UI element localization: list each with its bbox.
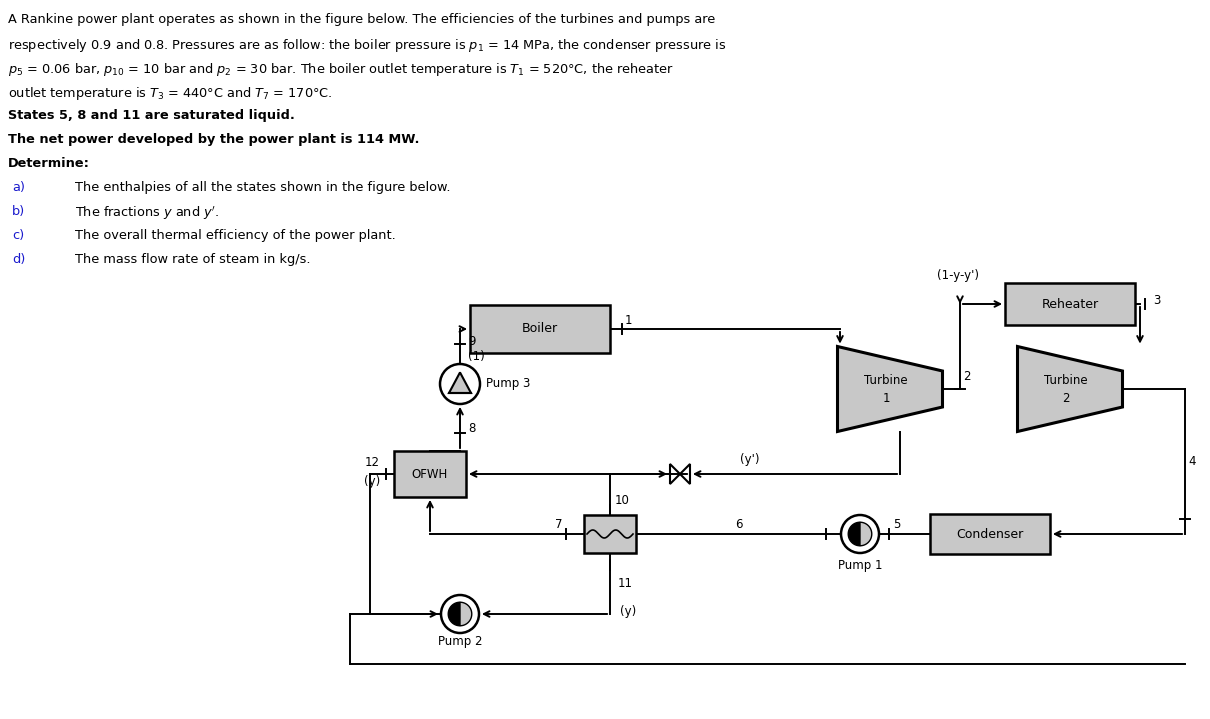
Text: outlet temperature is $\it{T}_3$ = 440°C and $\it{T}_7$ = 170°C.: outlet temperature is $\it{T}_3$ = 440°C…	[8, 85, 333, 102]
Polygon shape	[449, 372, 471, 393]
Text: The fractions $y$ and $y'$.: The fractions $y$ and $y'$.	[75, 205, 219, 222]
Polygon shape	[848, 522, 860, 546]
Text: Turbine: Turbine	[1044, 375, 1088, 388]
Text: Pump 3: Pump 3	[486, 377, 530, 390]
Polygon shape	[460, 603, 472, 626]
Text: 3: 3	[1153, 295, 1160, 308]
Text: 5: 5	[893, 518, 900, 531]
Text: Pump 2: Pump 2	[438, 636, 483, 649]
Text: 4: 4	[1188, 455, 1195, 468]
FancyBboxPatch shape	[930, 514, 1050, 554]
Text: States 5, 8 and 11 are saturated liquid.: States 5, 8 and 11 are saturated liquid.	[8, 109, 295, 122]
Text: $\it{p}_5$ = 0.06 bar, $\it{p}_{10}$ = 10 bar and $\it{p}_2$ = 30 bar. The boile: $\it{p}_5$ = 0.06 bar, $\it{p}_{10}$ = 1…	[8, 61, 674, 78]
Circle shape	[841, 515, 878, 553]
Polygon shape	[680, 464, 690, 484]
Text: (1): (1)	[468, 350, 485, 363]
Text: The enthalpies of all the states shown in the figure below.: The enthalpies of all the states shown i…	[75, 181, 450, 194]
Text: 12: 12	[365, 456, 380, 469]
Text: 10: 10	[615, 495, 630, 508]
Text: 9: 9	[468, 335, 476, 348]
Text: 11: 11	[618, 577, 633, 590]
Text: c): c)	[12, 229, 24, 242]
FancyBboxPatch shape	[584, 515, 636, 553]
Text: A Rankine power plant operates as shown in the figure below. The efficiencies of: A Rankine power plant operates as shown …	[8, 13, 715, 26]
Text: 8: 8	[468, 423, 476, 436]
Text: Boiler: Boiler	[522, 323, 558, 336]
FancyBboxPatch shape	[394, 451, 466, 497]
Text: b): b)	[12, 205, 25, 218]
Text: 1: 1	[624, 314, 632, 327]
FancyBboxPatch shape	[1006, 283, 1135, 325]
Text: respectively 0.9 and 0.8. Pressures are as follow: the boiler pressure is $\it{p: respectively 0.9 and 0.8. Pressures are …	[8, 37, 726, 54]
Text: The net power developed by the power plant is 114 MW.: The net power developed by the power pla…	[8, 133, 420, 146]
Text: The overall thermal efficiency of the power plant.: The overall thermal efficiency of the po…	[75, 229, 396, 242]
Text: a): a)	[12, 181, 25, 194]
Text: The mass flow rate of steam in kg/s.: The mass flow rate of steam in kg/s.	[75, 253, 311, 266]
Polygon shape	[837, 347, 943, 431]
Text: 2: 2	[1062, 393, 1070, 406]
Polygon shape	[448, 603, 460, 626]
Text: Turbine: Turbine	[864, 375, 908, 388]
Text: Reheater: Reheater	[1042, 298, 1099, 311]
Text: 6: 6	[734, 518, 742, 531]
Text: (y): (y)	[364, 475, 380, 488]
Polygon shape	[670, 464, 680, 484]
Text: d): d)	[12, 253, 25, 266]
Text: (y): (y)	[620, 605, 636, 618]
Polygon shape	[1018, 347, 1123, 431]
Circle shape	[440, 364, 480, 404]
Circle shape	[440, 595, 479, 633]
Text: 1: 1	[882, 393, 889, 406]
Text: (1-y-y'): (1-y-y')	[937, 270, 979, 283]
Text: 2: 2	[963, 370, 970, 383]
Text: Pump 1: Pump 1	[837, 559, 882, 572]
Text: Condenser: Condenser	[956, 528, 1024, 541]
Text: 7: 7	[555, 518, 563, 531]
Text: Determine:: Determine:	[8, 157, 90, 170]
Polygon shape	[860, 522, 871, 546]
Text: OFWH: OFWH	[411, 467, 448, 480]
Text: (y'): (y')	[741, 452, 760, 465]
FancyBboxPatch shape	[469, 305, 610, 353]
